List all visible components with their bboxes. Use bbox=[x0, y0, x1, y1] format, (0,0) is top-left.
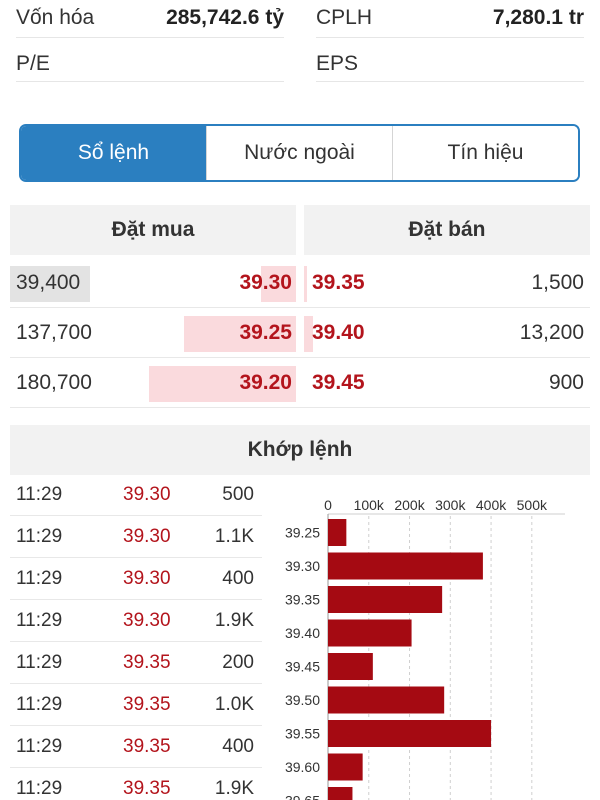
stat-market-cap: Vốn hóa 285,742.6 tỷ bbox=[16, 0, 284, 38]
y-tick-label: 39.60 bbox=[285, 759, 320, 775]
trade-time: 11:29 bbox=[16, 610, 63, 631]
volume-bar bbox=[328, 720, 492, 747]
volume-bar bbox=[328, 552, 483, 580]
trade-time: 11:29 bbox=[16, 652, 63, 673]
trade-price: 39.35 bbox=[123, 778, 171, 799]
trade-volume: 400 bbox=[222, 568, 254, 589]
trade-time: 11:29 bbox=[16, 568, 63, 589]
y-tick-label: 39.35 bbox=[285, 592, 320, 608]
trade-row: 11:29 39.35 1.0K bbox=[10, 684, 262, 726]
y-tick-label: 39.25 bbox=[285, 525, 320, 541]
trade-time: 11:29 bbox=[16, 694, 63, 715]
matched-orders-header: Khớp lệnh bbox=[10, 425, 590, 475]
trade-price: 39.30 bbox=[123, 610, 171, 631]
stat-label: P/E bbox=[16, 51, 50, 75]
trade-time: 11:29 bbox=[16, 778, 63, 799]
tab-signals[interactable]: Tín hiệu bbox=[392, 126, 578, 180]
stat-label: CPLH bbox=[316, 5, 373, 29]
buy-volume: 137,700 bbox=[16, 321, 92, 344]
volume-bar bbox=[328, 519, 347, 546]
stat-value: 285,742.6 tỷ bbox=[166, 5, 284, 29]
x-tick-label: 300k bbox=[435, 497, 466, 513]
buy-volume-highlight bbox=[10, 266, 90, 302]
trade-time: 11:29 bbox=[16, 526, 63, 547]
x-tick-label: 0 bbox=[324, 497, 332, 513]
x-tick-label: 200k bbox=[394, 497, 425, 513]
y-tick-label: 39.65 bbox=[285, 793, 320, 800]
trade-volume: 1.9K bbox=[214, 778, 254, 799]
y-tick-label: 39.40 bbox=[285, 625, 320, 641]
trade-price: 39.30 bbox=[123, 526, 171, 547]
trade-volume: 400 bbox=[222, 736, 254, 757]
trade-price: 39.30 bbox=[123, 484, 171, 505]
sell-volume: 13,200 bbox=[519, 321, 584, 344]
buy-price[interactable]: 39.30 bbox=[239, 271, 292, 294]
buy-price[interactable]: 39.25 bbox=[239, 321, 292, 344]
sell-volume: 900 bbox=[548, 371, 584, 394]
buy-volume: 39,400 bbox=[16, 271, 81, 294]
trade-row: 11:29 39.35 400 bbox=[10, 726, 262, 768]
sell-level-bar bbox=[304, 266, 307, 302]
buy-price[interactable]: 39.20 bbox=[239, 371, 292, 394]
volume-bar bbox=[328, 653, 373, 680]
trade-time: 11:29 bbox=[16, 736, 63, 757]
volume-bar bbox=[328, 686, 445, 714]
trade-volume: 1.9K bbox=[214, 610, 254, 631]
orderbook-row: 137,700 39.25 39.40 13,200 bbox=[10, 308, 590, 358]
buy-level-bar bbox=[149, 366, 296, 402]
x-tick-label: 100k bbox=[354, 497, 385, 513]
stat-value: 7,280.1 tr bbox=[492, 5, 584, 29]
stat-eps: EPS bbox=[316, 46, 584, 82]
buy-level-bar bbox=[184, 316, 296, 352]
sell-level-bar bbox=[304, 316, 313, 352]
x-tick-label: 400k bbox=[476, 497, 507, 513]
sell-price[interactable]: 39.40 bbox=[312, 321, 365, 344]
stats-panel: Vốn hóa 285,742.6 tỷ CPLH 7,280.1 tr P/E… bbox=[0, 0, 600, 90]
trade-price: 39.35 bbox=[123, 694, 171, 715]
volume-bar bbox=[328, 586, 443, 613]
orderbook-row: 39,400 39.30 39.35 1,500 bbox=[10, 258, 590, 308]
trade-volume: 1.1K bbox=[214, 526, 254, 547]
trade-time: 11:29 bbox=[16, 484, 63, 505]
trade-row: 11:29 39.30 500 bbox=[10, 474, 262, 516]
orderbook-row: 180,700 39.20 39.45 900 bbox=[10, 358, 590, 408]
trade-row: 11:29 39.30 1.1K bbox=[10, 516, 262, 558]
trade-volume: 1.0K bbox=[214, 694, 254, 715]
stat-shares-outstanding: CPLH 7,280.1 tr bbox=[316, 0, 584, 38]
tab-order-book[interactable]: Sổ lệnh bbox=[21, 126, 206, 180]
stat-pe: P/E bbox=[16, 46, 284, 82]
sell-price[interactable]: 39.45 bbox=[312, 371, 365, 394]
trade-price: 39.35 bbox=[123, 736, 171, 757]
sell-volume: 1,500 bbox=[531, 271, 584, 294]
tab-bar: Sổ lệnh Nước ngoài Tín hiệu bbox=[19, 124, 580, 182]
trade-row: 11:29 39.35 1.9K bbox=[10, 768, 262, 800]
buy-volume: 180,700 bbox=[16, 371, 92, 394]
x-tick-label: 500k bbox=[517, 497, 548, 513]
trade-volume: 500 bbox=[222, 484, 254, 505]
volume-bar bbox=[328, 619, 412, 647]
stat-label: EPS bbox=[316, 51, 359, 75]
y-tick-label: 39.50 bbox=[285, 692, 320, 708]
trade-price: 39.30 bbox=[123, 568, 171, 589]
trade-row: 11:29 39.30 400 bbox=[10, 558, 262, 600]
trade-row: 11:29 39.35 200 bbox=[10, 642, 262, 684]
trade-price: 39.35 bbox=[123, 652, 171, 673]
y-tick-label: 39.45 bbox=[285, 659, 320, 675]
y-tick-label: 39.30 bbox=[285, 558, 320, 574]
sell-header: Đặt bán bbox=[304, 205, 590, 255]
buy-level-bar bbox=[261, 266, 296, 302]
trade-row: 11:29 39.30 1.9K bbox=[10, 600, 262, 642]
volume-bar bbox=[328, 787, 353, 800]
sell-price[interactable]: 39.35 bbox=[312, 271, 365, 294]
stat-label: Vốn hóa bbox=[16, 5, 95, 29]
buy-header: Đặt mua bbox=[10, 205, 296, 255]
volume-bar bbox=[328, 753, 363, 781]
tab-foreign[interactable]: Nước ngoài bbox=[206, 126, 392, 180]
y-tick-label: 39.55 bbox=[285, 726, 320, 742]
volume-by-price-chart: 0 100k 200k 300k 400k 500k 39.25 39.30 39.35 39.4… bbox=[285, 497, 565, 800]
trade-volume: 200 bbox=[222, 652, 254, 673]
